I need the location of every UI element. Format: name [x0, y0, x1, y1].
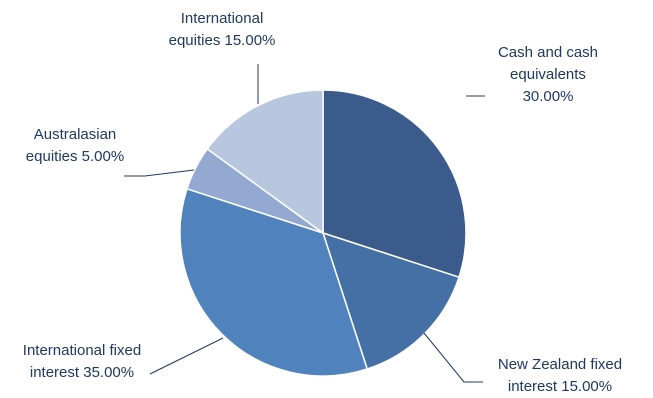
pie-slices [179, 89, 467, 377]
leader-lines [124, 64, 485, 383]
leader-line-australasian-equities [124, 169, 195, 177]
data-label-line: New Zealand fixed [498, 356, 622, 373]
data-label-australasian-equities: Australasian equities 5.00% [26, 126, 124, 165]
data-label-line: equities 15.00% [169, 32, 276, 49]
data-label-intl-equities: International equities 15.00% [169, 10, 276, 49]
data-label-line: 30.00% [523, 88, 574, 105]
data-label-cash: Cash and cash equivalents 30.00% [498, 44, 598, 105]
data-label-intl-fixed-interest: International fixed interest 35.00% [23, 342, 141, 381]
data-labels: Cash and cash equivalents 30.00% New Zealan… [23, 10, 622, 395]
data-label-line: interest 35.00% [30, 364, 134, 381]
pie-slice-intl-equities [206, 89, 324, 235]
data-label-line: International fixed [23, 342, 141, 359]
data-label-nz-fixed-interest: New Zealand fixed interest 15.00% [498, 356, 622, 393]
data-label-line: interest 15.00% [508, 378, 612, 393]
data-label-line: equivalents [510, 66, 586, 83]
pie-slice-cash [322, 89, 467, 279]
leader-line-intl-fixed-interest [149, 337, 224, 375]
data-label-line: Cash and cash [498, 44, 598, 61]
pie-slice-nz-fixed-interest [321, 231, 460, 370]
data-label-line: equities 5.00% [26, 148, 124, 165]
leader-line-nz-fixed-interest [423, 332, 483, 383]
pie-slice-intl-fixed-interest [179, 187, 369, 377]
data-label-line: International [181, 10, 264, 27]
data-label-line: Australasian [34, 126, 117, 143]
